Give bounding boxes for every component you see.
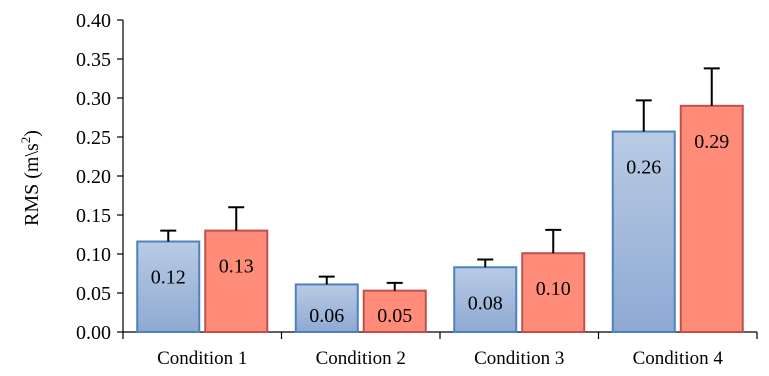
bar-series-2 xyxy=(204,229,269,334)
data-label: 0.06 xyxy=(309,305,344,327)
x-tick-label: Condition 3 xyxy=(474,348,564,369)
y-axis-title-superscript: 2 xyxy=(18,137,33,144)
y-tick-label: 0.15 xyxy=(76,205,111,227)
data-label: 0.12 xyxy=(151,267,186,289)
y-tick-label: 0.35 xyxy=(76,49,111,71)
bar-series-1 xyxy=(136,240,201,334)
y-tick-label: 0.05 xyxy=(76,283,111,305)
bar-series-2 xyxy=(521,252,586,333)
data-label: 0.05 xyxy=(377,305,412,327)
y-tick-label: 0.10 xyxy=(76,244,111,266)
y-tick-label: 0.20 xyxy=(76,166,111,188)
plot-area: 0.00 0.05 0.10 0.15 0.20 0.25 0.30 0.35 0.40 Cond… xyxy=(76,10,758,369)
x-tick-label: Condition 1 xyxy=(157,348,247,369)
data-label: 0.26 xyxy=(626,157,661,179)
data-label: 0.13 xyxy=(219,256,254,278)
y-tick-label: 0.30 xyxy=(76,88,111,110)
x-tick-label: Condition 2 xyxy=(316,348,406,369)
y-axis-title: RMS (m\s2) xyxy=(18,130,43,226)
data-label: 0.29 xyxy=(694,131,729,153)
y-tick-label: 0.40 xyxy=(76,10,111,32)
bar-series-2 xyxy=(362,289,427,334)
bar-series-1 xyxy=(294,283,359,334)
y-tick-label: 0.25 xyxy=(76,127,111,149)
bar-series-1 xyxy=(611,130,676,333)
x-tick-label: Condition 4 xyxy=(633,348,724,369)
data-label: 0.10 xyxy=(536,278,571,300)
bar-series-2 xyxy=(679,104,744,333)
y-tick-label: 0.00 xyxy=(76,322,111,344)
data-label: 0.08 xyxy=(468,292,503,314)
